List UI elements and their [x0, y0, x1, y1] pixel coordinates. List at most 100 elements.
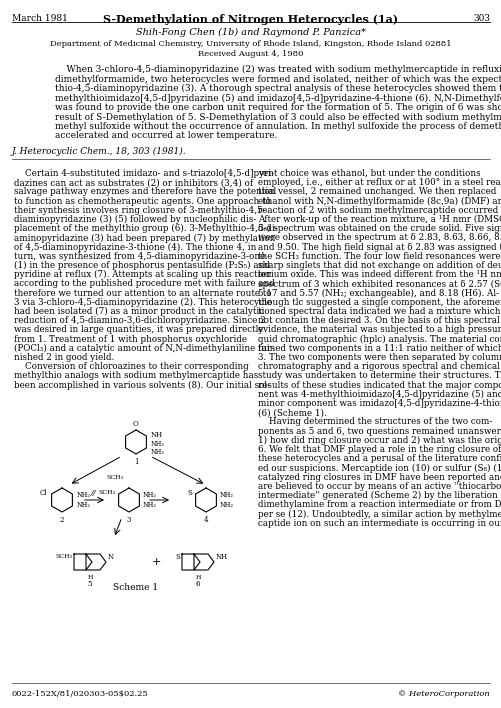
Text: employed, i.e., either at reflux or at 100° in a steel reac-: employed, i.e., either at reflux or at 1… [258, 178, 501, 187]
Text: placement of the methylthio group (6). 3-Methylthio-4,5-di-: placement of the methylthio group (6). 3… [14, 224, 277, 234]
Text: had been isolated (7) as a minor product in the catalytic: had been isolated (7) as a minor product… [14, 307, 264, 316]
Text: NH₂: NH₂ [219, 491, 233, 499]
Text: +: + [151, 557, 160, 567]
Text: minor component was imidazo[4,5-d]pyridazine-4-thione: minor component was imidazo[4,5-d]pyrida… [258, 399, 501, 408]
Text: been accomplished in various solvents (8). Our initial sol-: been accomplished in various solvents (8… [14, 381, 270, 389]
Text: reaction of 2 with sodium methylmercaptide occurred (1c).: reaction of 2 with sodium methylmercapti… [258, 206, 501, 215]
Text: reduction of 4,5-diamino-3,6-dichloropyridazine. Since 2: reduction of 4,5-diamino-3,6-dichloropyr… [14, 316, 265, 325]
Text: per se (12). Undoubtedly, a similar action by methylmer-: per se (12). Undoubtedly, a similar acti… [258, 509, 501, 518]
Text: SCH₃: SCH₃ [55, 554, 72, 559]
Text: was desired in large quantities, it was prepared directly: was desired in large quantities, it was … [14, 326, 263, 334]
Text: NH₂: NH₂ [143, 491, 157, 499]
Text: O: O [133, 420, 139, 428]
Text: Scheme 1: Scheme 1 [113, 583, 158, 592]
Text: SCH₃: SCH₃ [106, 475, 123, 480]
Text: not contain the desired 3. On the basis of this spectral: not contain the desired 3. On the basis … [258, 316, 499, 325]
Text: results of these studies indicated that the major compo-: results of these studies indicated that … [258, 381, 501, 389]
Text: dimethylamine from a reaction intermediate or from DMF: dimethylamine from a reaction intermedia… [258, 500, 501, 509]
Text: NH₂: NH₂ [77, 501, 91, 509]
Text: catalyzed ring closures in DMF have been reported and: catalyzed ring closures in DMF have been… [258, 473, 501, 481]
Text: NH₂: NH₂ [77, 491, 91, 499]
Text: Department of Medicinal Chemistry, University of Rhode Island, Kingston, Rhode I: Department of Medicinal Chemistry, Unive… [50, 40, 451, 48]
Text: sharp singlets that did not exchange on addition of deu-: sharp singlets that did not exchange on … [258, 261, 501, 270]
Text: quid chromatographic (hplc) analysis. The material con-: quid chromatographic (hplc) analysis. Th… [258, 335, 501, 343]
Text: NH₂: NH₂ [143, 501, 157, 509]
Text: diaminopyridazine (3) (5) followed by nucleophilic dis-: diaminopyridazine (3) (5) followed by nu… [14, 215, 256, 224]
Text: 5: 5 [88, 580, 92, 588]
Text: nent was 4-methylthioimidazo[4,5-d]pyridazine (5) and the: nent was 4-methylthioimidazo[4,5-d]pyrid… [258, 390, 501, 399]
Text: SCH₃: SCH₃ [98, 491, 115, 496]
Text: d₆) spectrum was obtained on the crude solid. Five signals: d₆) spectrum was obtained on the crude s… [258, 224, 501, 234]
Text: 2: 2 [60, 516, 64, 524]
Text: H: H [195, 575, 200, 580]
Text: (POCl₃) and a catalytic amount of N,N-dimethylaniline fur-: (POCl₃) and a catalytic amount of N,N-di… [14, 344, 274, 353]
Text: (6) (Scheme 1).: (6) (Scheme 1). [258, 409, 326, 417]
Text: 1) how did ring closure occur and 2) what was the origin of: 1) how did ring closure occur and 2) wha… [258, 436, 501, 445]
Text: Cl: Cl [40, 489, 47, 497]
Text: tion vessel, 2 remained unchanged. We then replaced: tion vessel, 2 remained unchanged. We th… [258, 188, 495, 196]
Text: their synthesis involves ring closure of 3-methylthio-4,5-: their synthesis involves ring closure of… [14, 206, 265, 215]
Text: (1) in the presence of phosphorus pentasulfide (P₂S₅) and: (1) in the presence of phosphorus pentas… [14, 261, 270, 270]
Text: accelerated and occurred at lower temperature.: accelerated and occurred at lower temper… [55, 132, 277, 140]
Text: tained two components in a 11:1 ratio neither of which was: tained two components in a 11:1 ratio ne… [258, 344, 501, 353]
Text: //: // [91, 489, 97, 497]
Text: methylthio analogs with sodium methylmercaptide has: methylthio analogs with sodium methylmer… [14, 372, 258, 380]
Text: N: N [108, 553, 114, 561]
Text: 303: 303 [472, 14, 489, 23]
Text: When 3-chloro-4,5-diaminopyridazine (2) was treated with sodium methylmercaptide: When 3-chloro-4,5-diaminopyridazine (2) … [55, 65, 501, 74]
Text: spectrum of 3 which exhibited resonances at δ 2.57 (SCH₃),: spectrum of 3 which exhibited resonances… [258, 280, 501, 289]
Text: are believed to occur by means of an active ''thiocarbonyl: are believed to occur by means of an act… [258, 482, 501, 491]
Text: these heterocycles and a perusal of the literature confirm-: these heterocycles and a perusal of the … [258, 455, 501, 463]
Text: pyridine at reflux (7). Attempts at scaling up this reaction: pyridine at reflux (7). Attempts at scal… [14, 270, 271, 280]
Text: intermediate'' generated (Scheme 2) by the liberation of: intermediate'' generated (Scheme 2) by t… [258, 491, 501, 500]
Text: NH₂: NH₂ [219, 501, 233, 509]
Text: NH: NH [151, 431, 163, 439]
Text: After work-up of the reaction mixture, a ¹H nmr (DMSO-: After work-up of the reaction mixture, a… [258, 215, 501, 224]
Text: evidence, the material was subjected to a high pressure li-: evidence, the material was subjected to … [258, 326, 501, 334]
Text: Having determined the structures of the two com-: Having determined the structures of the … [258, 418, 491, 426]
Text: J. Heterocyclic Chem., 18, 303 (1981).: J. Heterocyclic Chem., 18, 303 (1981). [12, 147, 186, 156]
Text: the SCH₃ function. The four low field resonances were: the SCH₃ function. The four low field re… [258, 252, 499, 261]
Text: study was undertaken to determine their structures. The: study was undertaken to determine their … [258, 372, 501, 380]
Text: 6: 6 [195, 580, 200, 588]
Text: turn, was synthesized from 4,5-diaminopyridazine-3-one: turn, was synthesized from 4,5-diaminopy… [14, 252, 265, 261]
Text: 3 via 3-chloro-4,5-diaminopyridazine (2). This heterocycle: 3 via 3-chloro-4,5-diaminopyridazine (2)… [14, 298, 272, 307]
Text: March 1981: March 1981 [12, 14, 68, 23]
Text: of 4,5-diaminopyridazine-3-thione (4). The thione 4, in: of 4,5-diaminopyridazine-3-thione (4). T… [14, 243, 256, 252]
Text: 3: 3 [127, 516, 131, 524]
Text: captide ion on such an intermediate is occurring in our: captide ion on such an intermediate is o… [258, 518, 501, 527]
Text: Received August 4, 1980: Received August 4, 1980 [198, 50, 303, 58]
Text: thio-4,5-diaminopyridazine (3). A thorough spectral analysis of these heterocycl: thio-4,5-diaminopyridazine (3). A thorou… [55, 84, 501, 93]
Text: © HeteroCorporation: © HeteroCorporation [397, 690, 489, 698]
Text: salvage pathway enzymes and therefore have the potential: salvage pathway enzymes and therefore ha… [14, 188, 276, 196]
Text: according to the published procedure met with failure and: according to the published procedure met… [14, 280, 275, 288]
Text: Certain 4-substituted imidazo- and s-triazolo[4,5-d]pyri-: Certain 4-substituted imidazo- and s-tri… [14, 169, 274, 178]
Text: ed our suspicions. Mercaptide ion (10) or sulfur (S₈) (11): ed our suspicions. Mercaptide ion (10) o… [258, 464, 501, 472]
Text: were observed in the spectrum at δ 2.83, 8.63, 8.66, 8.92,: were observed in the spectrum at δ 2.83,… [258, 234, 501, 242]
Text: tioned spectral data indicated we had a mixture which did: tioned spectral data indicated we had a … [258, 307, 501, 316]
Text: 1: 1 [133, 458, 138, 466]
Text: aminopyridazine (3) had been prepared (7) by methylation: aminopyridazine (3) had been prepared (7… [14, 234, 275, 243]
Text: result of S-Demethylation of 5. S-Demethylation of 3 could also be effected with: result of S-Demethylation of 5. S-Demeth… [55, 113, 501, 122]
Text: dimethylformamide, two heterocycles were formed and isolated, neither of which w: dimethylformamide, two heterocycles were… [55, 74, 501, 84]
Text: terium oxide. This was indeed different from the ¹H nmr: terium oxide. This was indeed different … [258, 270, 501, 279]
Text: Conversion of chloroazines to their corresponding: Conversion of chloroazines to their corr… [14, 362, 248, 371]
Text: to function as chemotherapeutic agents. One approach to: to function as chemotherapeutic agents. … [14, 197, 270, 205]
Text: 5.17 and 5.57 (NH₂; exchangeable), and 8.18 (H6). Al-: 5.17 and 5.57 (NH₂; exchangeable), and 8… [258, 289, 498, 298]
Text: 6. We felt that DMF played a role in the ring closure of: 6. We felt that DMF played a role in the… [258, 445, 500, 454]
Text: 4: 4 [203, 516, 208, 524]
Text: H: H [87, 575, 93, 580]
Text: 0022-152X/81/020303-05$02.25: 0022-152X/81/020303-05$02.25 [12, 690, 148, 698]
Text: Shih-Fong Chen (1b) and Raymond P. Panzica*: Shih-Fong Chen (1b) and Raymond P. Panzi… [136, 28, 365, 37]
Text: ethanol with N,N-dimethylformamide (8c,9a) (DMF) and a: ethanol with N,N-dimethylformamide (8c,9… [258, 197, 501, 206]
Text: S: S [175, 553, 180, 561]
Text: S-Demethylation of Nitrogen Heterocycles (1a): S-Demethylation of Nitrogen Heterocycles… [103, 14, 398, 25]
Text: NH: NH [215, 553, 227, 561]
Text: chromatography and a rigorous spectral and chemical: chromatography and a rigorous spectral a… [258, 362, 499, 371]
Text: ponents as 5 and 6, two questions remained unanswered:: ponents as 5 and 6, two questions remain… [258, 427, 501, 435]
Text: 3. The two components were then separated by column: 3. The two components were then separate… [258, 353, 501, 362]
Text: S: S [187, 489, 191, 497]
Text: was found to provide the one carbon unit required for the formation of 5. The or: was found to provide the one carbon unit… [55, 103, 501, 112]
Text: though tlc suggested a single component, the aforemen-: though tlc suggested a single component,… [258, 298, 501, 307]
Text: from 1. Treatment of 1 with phosphorus oxychloride: from 1. Treatment of 1 with phosphorus o… [14, 335, 246, 343]
